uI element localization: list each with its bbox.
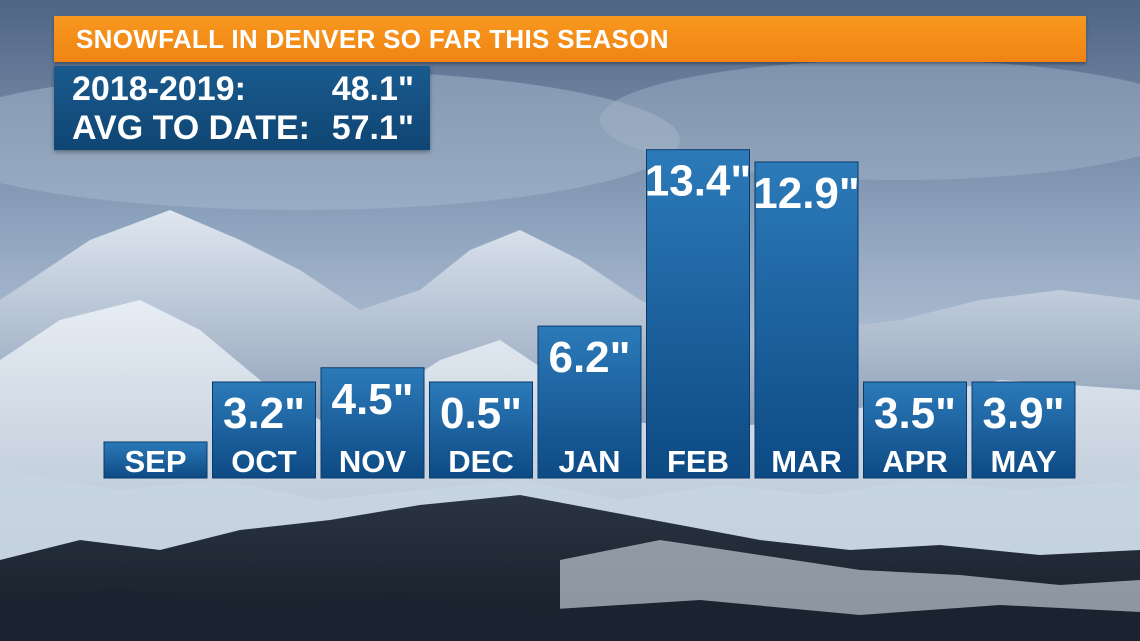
month-label-nov: NOV: [339, 444, 407, 479]
bar-mar: [754, 161, 859, 479]
season-stats-box: 2018-2019: 48.1" AVG TO DATE: 57.1": [54, 66, 430, 150]
average-to-date-value: 57.1": [331, 109, 414, 147]
value-label-apr: 3.5": [874, 389, 956, 438]
bar-dec: [429, 381, 533, 479]
value-label-oct: 3.2": [223, 389, 305, 438]
month-label-oct: OCT: [231, 444, 297, 479]
average-to-date-label: AVG TO DATE:: [72, 109, 310, 147]
bar-apr: [863, 381, 967, 479]
title-banner: SNOWFALL IN DENVER SO FAR THIS SEASON: [54, 16, 1086, 62]
bar-may: [971, 381, 1076, 479]
season-total-value: 48.1": [331, 70, 414, 108]
season-total-label: 2018-2019:: [72, 70, 246, 108]
month-label-mar: MAR: [771, 444, 842, 479]
value-label-jan: 6.2": [548, 333, 630, 382]
month-label-may: MAY: [990, 444, 1056, 479]
value-label-dec: 0.5": [440, 389, 522, 438]
chart-title: SNOWFALL IN DENVER SO FAR THIS SEASON: [76, 24, 669, 54]
month-label-jan: JAN: [558, 444, 620, 479]
bar-feb: [646, 149, 750, 479]
bar-sep: [103, 441, 208, 479]
month-label-feb: FEB: [667, 444, 729, 479]
bar-jan: [537, 325, 642, 479]
value-label-may: 3.9": [982, 389, 1064, 438]
bar-nov: [320, 367, 425, 479]
value-label-feb: 13.4": [645, 157, 752, 206]
value-label-mar: 12.9": [753, 169, 860, 218]
month-label-dec: DEC: [448, 444, 513, 479]
month-label-apr: APR: [882, 444, 947, 479]
month-label-sep: SEP: [124, 444, 186, 479]
value-label-nov: 4.5": [331, 375, 413, 424]
bar-oct: [212, 381, 316, 479]
